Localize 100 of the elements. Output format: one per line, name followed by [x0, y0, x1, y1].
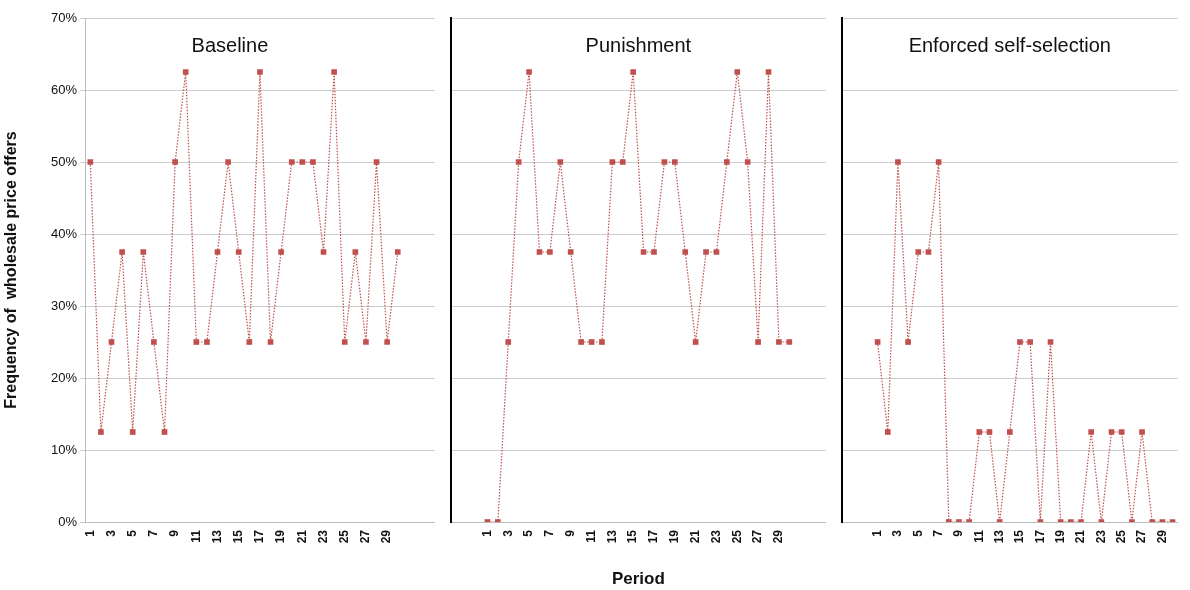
point: [288, 159, 295, 165]
x-axis-title: Period: [611, 569, 665, 589]
x-tick-label: 17: [252, 529, 267, 544]
point: [895, 159, 901, 165]
x-tick-label: 29: [771, 529, 786, 544]
point: [786, 339, 793, 345]
x-tick-label: 15: [625, 529, 640, 544]
x-tick-label: 19: [1052, 529, 1067, 544]
x-tick-label: 1: [869, 529, 884, 537]
point: [151, 339, 157, 345]
point: [526, 69, 532, 75]
point: [734, 69, 741, 75]
point: [161, 429, 168, 435]
point: [547, 249, 553, 255]
x-tick-label: 13: [209, 529, 224, 544]
point: [119, 249, 125, 255]
point: [651, 249, 657, 255]
point: [744, 159, 751, 165]
point: [619, 159, 626, 165]
x-tick-label: 1: [82, 529, 97, 537]
x-tick-label: 7: [930, 529, 945, 537]
x-tick-label: 3: [103, 529, 118, 537]
x-tick-label: 21: [1073, 529, 1088, 544]
point: [320, 249, 327, 255]
point: [129, 429, 136, 435]
point: [567, 249, 574, 255]
y-tick-label: 30%: [50, 297, 78, 313]
point: [599, 339, 605, 345]
point: [299, 159, 306, 165]
y-tick-label: 60%: [50, 81, 78, 97]
point: [640, 249, 647, 255]
point: [1027, 339, 1033, 345]
x-tick-label: 11: [971, 529, 986, 543]
x-tick-label: 23: [1093, 529, 1108, 544]
y-tick-label: 70%: [50, 9, 78, 25]
x-tick-label: 21: [294, 529, 309, 544]
x-tick-label: 25: [337, 529, 352, 544]
point: [915, 249, 922, 255]
x-tick-label: 3: [890, 529, 905, 537]
x-tick-label: 17: [1032, 529, 1047, 544]
point: [182, 69, 189, 75]
point: [578, 339, 584, 345]
text: Punishment: [585, 33, 692, 56]
point: [713, 249, 720, 255]
x-tick-label: 7: [146, 529, 161, 537]
y-axis-title: Frequency of wholesale price offers: [2, 131, 20, 409]
point: [703, 249, 709, 255]
point: [884, 429, 891, 435]
point: [724, 159, 730, 165]
x-tick-label: 25: [1114, 529, 1128, 544]
point: [682, 249, 689, 255]
point: [246, 339, 253, 345]
point: [1017, 339, 1023, 345]
x-tick-label: 9: [167, 529, 182, 537]
point: [976, 429, 983, 435]
point: [87, 159, 94, 165]
x-tick-label: 27: [358, 529, 373, 544]
point: [1108, 429, 1115, 435]
x-tick-label: 11: [188, 529, 203, 543]
point: [257, 69, 263, 75]
x-tick-label: 29: [1154, 529, 1169, 544]
point: [310, 159, 316, 165]
text: Baseline: [191, 33, 269, 56]
x-tick-label: 1: [479, 529, 494, 537]
point: [172, 159, 178, 165]
point: [363, 339, 369, 345]
point: [557, 159, 564, 165]
x-tick-label: 23: [315, 529, 330, 544]
point: [609, 159, 616, 165]
x-tick-label: 13: [604, 529, 619, 544]
point: [331, 69, 337, 75]
x-tick-label: 5: [521, 529, 536, 537]
point: [925, 249, 932, 255]
point: [986, 429, 993, 435]
x-tick-label: 5: [910, 529, 925, 537]
x-tick-label: 9: [563, 529, 578, 537]
point: [588, 339, 595, 345]
x-tick-label: 13: [991, 529, 1006, 544]
point: [278, 249, 284, 255]
point: [661, 159, 668, 165]
point: [755, 339, 761, 345]
point: [536, 249, 543, 255]
point: [765, 69, 772, 75]
point: [776, 339, 782, 345]
point: [935, 159, 942, 165]
point: [193, 339, 200, 345]
y-tick-label: 40%: [50, 225, 78, 241]
y-tick-label: 50%: [50, 153, 78, 169]
x-tick-label: 19: [667, 529, 682, 544]
x-tick-label: 29: [379, 529, 394, 544]
point: [373, 159, 380, 165]
point: [214, 249, 221, 255]
x-tick-label: 9: [951, 529, 966, 537]
point: [692, 339, 699, 345]
y-tick-label: 10%: [50, 441, 78, 457]
x-tick-label: 5: [125, 529, 140, 537]
point: [225, 159, 231, 165]
point: [352, 249, 359, 255]
x-tick-label: 25: [729, 529, 744, 544]
point: [630, 69, 636, 75]
